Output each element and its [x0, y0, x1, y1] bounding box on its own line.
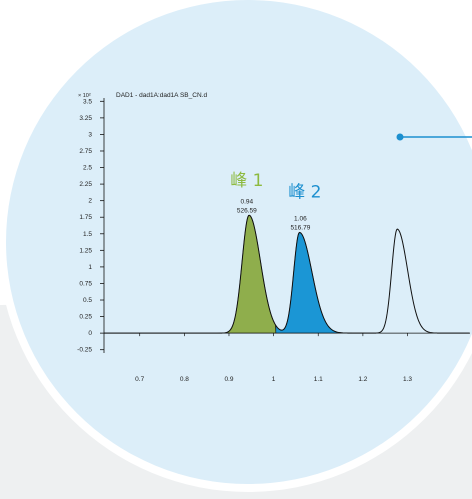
y-tick-label: 0	[88, 330, 92, 337]
x-tick-label: 1.2	[358, 376, 367, 383]
y-tick-label: 2.25	[79, 181, 92, 188]
y-tick-label: 3	[88, 131, 92, 138]
peak-retention-time-label: 1.06	[294, 216, 307, 223]
y-tick-label: 1.5	[83, 231, 92, 238]
x-tick-label: 1.3	[403, 376, 412, 383]
y-axis-exponent-label: × 10²	[78, 93, 91, 99]
y-tick-label: 0.5	[83, 297, 92, 304]
x-tick-label: 1.1	[314, 376, 323, 383]
x-tick-label: 0.8	[180, 376, 189, 383]
x-tick-label: 0.9	[224, 376, 233, 383]
y-tick-label: 1.75	[79, 214, 92, 221]
y-tick-label: 0.75	[79, 280, 92, 287]
circle-background	[6, 0, 472, 484]
peak-height-label: 516.79	[290, 225, 310, 232]
chart-title: DAD1 - dad1A:dad1A SB_CN.d	[116, 92, 207, 99]
x-tick-label: 1	[272, 376, 276, 383]
peak-1-name-label: 峰 1	[230, 171, 263, 191]
y-tick-label: 2.5	[83, 165, 92, 172]
signal-trace	[104, 214, 470, 334]
y-tick-label: 3.25	[79, 115, 92, 122]
y-tick-label: 2	[88, 198, 92, 205]
peak-retention-time-label: 0.94	[241, 198, 254, 205]
peak-2-name-label: 峰 2	[288, 182, 321, 202]
plot-area	[104, 214, 470, 337]
annotation-layer: 3.5 3.25 3 2.75 2.5 2.25 2 1.75 1.5 1.25 1 0.75 0.5 0…	[77, 98, 412, 383]
peak-height-label: 526.59	[237, 207, 257, 214]
callout-pointer	[396, 133, 472, 141]
callout-pointer-dot	[396, 133, 404, 141]
y-tick-label: 1.25	[79, 247, 92, 254]
y-tick-label: 1	[88, 264, 92, 271]
y-tick-label: 0.25	[79, 314, 92, 321]
y-tick-label: 2.75	[79, 148, 92, 155]
x-tick-label: 0.7	[135, 376, 144, 383]
y-tick-label: 3.5	[83, 98, 92, 105]
y-tick-label: -0.25	[77, 347, 92, 354]
